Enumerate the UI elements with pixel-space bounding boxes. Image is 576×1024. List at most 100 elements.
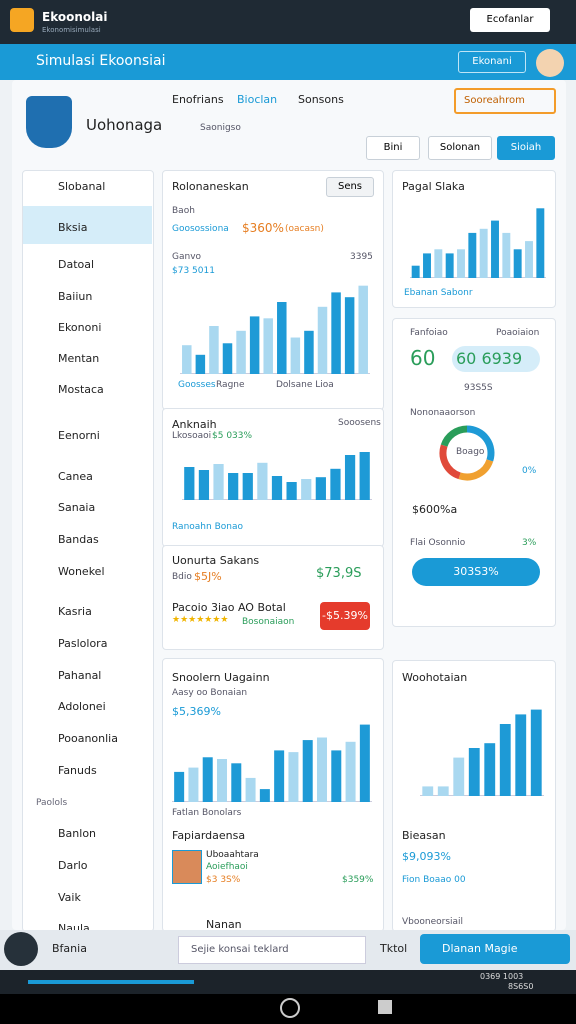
nav[interactable]: Enofrians <box>172 93 224 106</box>
sidebar-item[interactable]: Sanaia <box>58 501 96 514</box>
bar <box>317 737 327 802</box>
card-title: Snoolern Uagainn <box>172 671 270 684</box>
legend: 0% <box>522 466 537 476</box>
sidebar-item[interactable]: Kasria <box>58 605 92 618</box>
chart-label: Ganvo <box>172 252 202 262</box>
bar <box>499 724 511 796</box>
nav[interactable]: Sonsons <box>298 93 344 106</box>
bar-chart <box>420 709 544 796</box>
sidebar-item[interactable]: Pooanonlia <box>58 732 118 745</box>
card-button[interactable]: 303S3% <box>412 558 540 586</box>
sidebar-item[interactable]: Mentan <box>58 352 100 365</box>
rating-note: Bosonaiaon <box>242 617 295 627</box>
bar <box>536 208 545 278</box>
bar <box>344 455 356 500</box>
donut-segment <box>458 459 494 481</box>
action[interactable]: Bini <box>366 136 420 160</box>
sub: Aasy oo Bonaian <box>172 688 248 698</box>
time: 0369 1003 <box>480 972 524 981</box>
sidebar-item[interactable]: Adolonei <box>58 700 106 713</box>
bar <box>331 750 342 802</box>
home[interactable] <box>280 998 300 1018</box>
label: Baoh <box>172 206 195 216</box>
person-value: $3 3S% <box>206 875 241 885</box>
label: Bdio <box>172 572 192 582</box>
bar <box>263 318 273 374</box>
bar <box>317 306 328 374</box>
bar <box>479 228 488 278</box>
sidebar-item[interactable]: Bandas <box>58 533 99 546</box>
tool[interactable]: Tktol <box>380 942 408 955</box>
amount: $600%a <box>412 503 458 516</box>
bar <box>290 337 301 374</box>
search-input[interactable]: Sejie konsai teklard <box>178 936 366 964</box>
chart-note: 3395 <box>350 252 373 262</box>
bar <box>217 759 227 802</box>
bar-chart <box>172 724 372 802</box>
card-title: Anknaih <box>172 418 217 431</box>
bar <box>257 462 268 500</box>
sidebar-active <box>23 206 152 244</box>
circle-button[interactable] <box>4 932 38 966</box>
bar <box>468 232 477 278</box>
footer: Ranoahn Bonao <box>172 522 243 532</box>
action[interactable]: Solonan <box>428 136 492 160</box>
primary-button[interactable]: Dlanan Magie <box>420 934 570 964</box>
app-icon[interactable] <box>10 8 34 32</box>
sidebar-item[interactable]: Paolols <box>36 798 68 808</box>
bar <box>331 292 341 374</box>
bar <box>491 220 499 278</box>
header-button[interactable]: Ekonani <box>458 51 526 73</box>
sub: Goosossiona <box>172 224 229 234</box>
bar <box>301 479 312 500</box>
action[interactable]: Sioiah <box>497 136 555 160</box>
recents[interactable] <box>378 1000 392 1014</box>
bar <box>468 748 480 796</box>
sidebar-item[interactable]: Datoal <box>58 258 95 271</box>
top-button[interactable]: Ecofanlar <box>470 8 550 32</box>
sidebar-item[interactable]: Wonekel <box>58 565 105 578</box>
sub: Lkosoaoi <box>172 431 212 441</box>
sidebar-item[interactable]: Eenorni <box>58 429 100 442</box>
sidebar-item[interactable]: Paslolora <box>58 637 108 650</box>
card <box>162 545 384 650</box>
bar <box>174 771 185 802</box>
sidebar-item[interactable]: Vaik <box>58 891 81 904</box>
bar-chart <box>182 452 372 500</box>
person-photo <box>172 850 202 884</box>
search-button[interactable]: Sooreahrom <box>454 88 556 114</box>
sub: 93S5S <box>464 383 493 393</box>
sidebar-item[interactable]: Ekononi <box>58 321 102 334</box>
avatar[interactable] <box>536 49 564 77</box>
sidebar-item[interactable]: Bksia <box>58 221 88 234</box>
bar <box>195 354 206 374</box>
section-title: Fapiardaensa <box>172 829 246 842</box>
badge[interactable]: -$5.39% <box>320 602 370 630</box>
label: Fanfoiao <box>410 328 448 338</box>
logo <box>26 96 72 148</box>
progress <box>28 980 194 984</box>
sidebar-item[interactable]: Baiiun <box>58 290 93 303</box>
value: $5,369% <box>172 705 221 718</box>
sidebar-item[interactable]: Fanuds <box>58 764 97 777</box>
value: $5J% <box>194 570 222 583</box>
brand-sub: Saonigso <box>200 123 241 133</box>
bar <box>453 757 465 796</box>
header <box>0 44 576 80</box>
sidebar-item[interactable]: Canea <box>58 470 93 483</box>
sidebar-item[interactable]: Pahanal <box>58 669 102 682</box>
bar <box>228 473 239 500</box>
brand: Uohonaga <box>86 116 163 134</box>
card-button[interactable]: Sens <box>326 177 374 197</box>
bar <box>182 345 192 374</box>
bar <box>345 741 356 802</box>
sidebar-item[interactable]: Mostaca <box>58 383 104 396</box>
note: Sooosens <box>338 418 381 428</box>
big-value: 60 <box>410 346 436 370</box>
sidebar-item[interactable]: Slobanal <box>58 180 106 193</box>
sidebar-item[interactable]: Darlo <box>58 859 88 872</box>
bar <box>274 750 285 802</box>
nav[interactable]: Bioclan <box>237 93 278 106</box>
bar <box>271 476 283 500</box>
sidebar-item[interactable]: Banlon <box>58 827 97 840</box>
